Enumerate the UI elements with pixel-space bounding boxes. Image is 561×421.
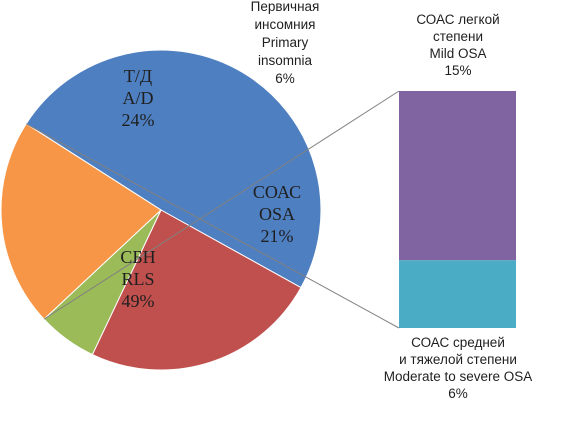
bar-segment-moderate-to-severe-osa [399,260,516,328]
bar-label-moderate-to-severe-osa: СОАС средней и тяжелой степени Moderate to… [384,335,533,401]
pie [0,49,322,371]
pie-slice-a-d [91,209,302,371]
pie-label-osa: СОАС OSA 21% [253,182,301,246]
pie-label-rls: СБН RLS 49% [120,247,155,311]
connector-lines [25,90,400,329]
pie-label-insomnia: Первичная инсомния Primary insomnia 6% [251,0,320,86]
pie-slice-osa [0,123,162,320]
stacked-bar [399,91,516,328]
chart-labels: СБН RLS 49% Т/Д A/D 24% Первичная инсомния Prima… [120,0,532,401]
pie-slice-rls [25,49,322,289]
pie-label-a-d: Т/Д A/D 24% [122,66,155,130]
bar-label-mild-osa: СОАС легкой степени Mild OSA 15% [416,12,499,78]
connector-line-bottom [25,123,400,329]
bar-segment-mild-osa [399,91,516,261]
connector-line-top [43,90,400,320]
